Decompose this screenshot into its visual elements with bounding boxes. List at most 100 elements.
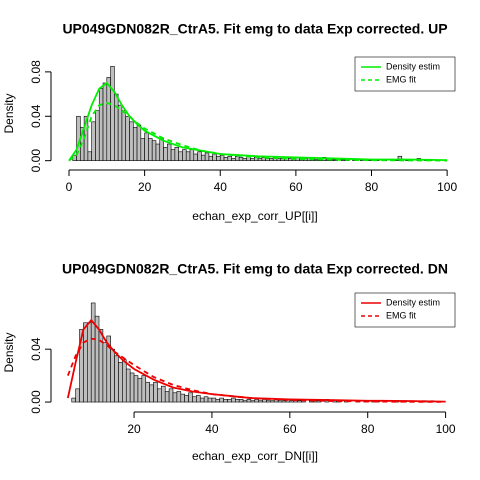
bar (106, 77, 111, 161)
y-tick-label: 0.04 (29, 104, 43, 128)
bar (145, 381, 150, 403)
bar (188, 392, 193, 403)
bar (149, 384, 154, 403)
bar (246, 399, 252, 403)
bar (265, 158, 270, 161)
bar (257, 158, 263, 161)
bar (204, 152, 210, 161)
bar (98, 88, 104, 161)
bar (167, 143, 172, 161)
bar (201, 154, 206, 161)
bar (193, 153, 198, 161)
bar (170, 149, 176, 161)
x-tick-label: 60 (283, 422, 297, 436)
legend-label: EMG fit (386, 310, 417, 320)
bar (129, 121, 134, 161)
bar (91, 121, 96, 161)
bar (189, 149, 195, 161)
bar (235, 399, 240, 403)
x-tick-label: 40 (205, 422, 219, 436)
bar (242, 400, 248, 403)
bar (223, 157, 229, 161)
bar (242, 158, 248, 161)
x-tick-label: 0 (66, 180, 73, 194)
bar (157, 388, 162, 403)
bar (178, 151, 183, 161)
bar (141, 375, 147, 403)
bar (197, 151, 202, 161)
bar (184, 395, 189, 403)
bar (314, 159, 319, 161)
bar (102, 82, 108, 161)
bar (207, 397, 213, 403)
bar (87, 151, 92, 161)
bar (125, 368, 131, 403)
bar (231, 158, 236, 161)
legend-label: EMG fit (386, 74, 417, 84)
bar (262, 399, 267, 403)
bar (140, 138, 145, 161)
bar (231, 397, 236, 403)
bar (148, 138, 153, 161)
bar (121, 110, 127, 161)
bar (258, 400, 263, 403)
bar (161, 385, 166, 403)
y-tick-label: 0.08 (29, 60, 43, 84)
x-axis-label: echan_exp_corr_UP[[i]] (192, 209, 317, 223)
bar (114, 93, 119, 161)
x-tick-label: 80 (361, 422, 375, 436)
x-tick-label: 20 (127, 422, 141, 436)
bar (110, 66, 115, 161)
density-line (67, 337, 446, 403)
bar (144, 132, 149, 161)
legend-box (354, 292, 456, 328)
bar (215, 399, 221, 403)
bar (159, 138, 164, 161)
bar (114, 355, 119, 403)
x-axis-label: echan_exp_corr_DN[[i]] (192, 449, 318, 463)
bar (95, 110, 100, 161)
bar (208, 155, 213, 161)
bar (254, 399, 259, 403)
bar (212, 153, 217, 161)
bar (277, 400, 283, 403)
legend-box (354, 56, 456, 92)
bar (136, 124, 142, 161)
legend-label: Density estim (386, 297, 440, 307)
density-line (68, 102, 448, 162)
x-tick-label: 20 (138, 180, 152, 194)
bar (118, 362, 123, 403)
bar (174, 147, 179, 161)
y-axis-label: Density (2, 93, 16, 133)
bar (192, 396, 197, 403)
chart-title: UP049GDN082R_CtrA5. Fit emg to data Exp … (62, 21, 447, 37)
bar (182, 149, 187, 161)
y-tick-label: 0.00 (29, 149, 43, 173)
bar (129, 372, 135, 403)
bar (199, 397, 205, 403)
bar (71, 397, 76, 403)
x-tick-label: 40 (214, 180, 228, 194)
bar (122, 359, 127, 403)
bar (110, 348, 115, 403)
bar (151, 140, 157, 161)
bar (168, 388, 174, 403)
density-line (68, 81, 448, 162)
bar (297, 400, 302, 403)
bar (227, 399, 232, 403)
x-tick-label: 100 (436, 422, 456, 436)
bar (270, 400, 275, 403)
bar (132, 127, 138, 161)
bar (281, 400, 287, 403)
bar (266, 400, 271, 403)
bar (340, 159, 346, 161)
bar (238, 157, 244, 161)
bar (235, 155, 240, 161)
bar (164, 391, 170, 403)
bar (90, 302, 96, 403)
bar (185, 151, 191, 161)
bar (155, 143, 161, 161)
density-line (66, 318, 446, 403)
bar (216, 155, 221, 161)
bar (117, 104, 123, 161)
